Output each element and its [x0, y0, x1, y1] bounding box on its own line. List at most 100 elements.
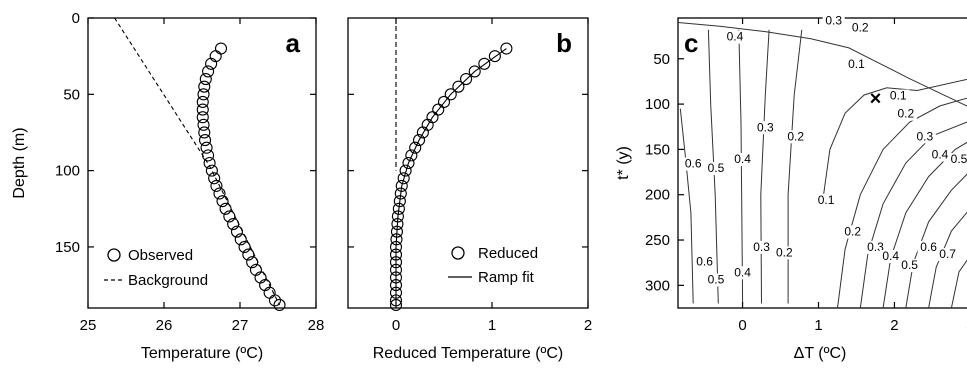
contour-label: 0.7 — [939, 247, 956, 261]
contour-label-bg — [704, 162, 727, 176]
observed-point — [202, 149, 215, 162]
contour-label-bg — [773, 246, 796, 260]
y-tick-label: 100 — [645, 96, 670, 113]
reduced-point — [500, 42, 513, 55]
legend-ramp-label: Ramp fit — [478, 269, 535, 286]
reduced-point — [389, 240, 403, 253]
contour-label-bg — [849, 21, 872, 35]
x-tick-label: 0 — [392, 317, 400, 334]
contour-label: 0.5 — [708, 273, 725, 287]
reduced-point — [460, 73, 473, 86]
contour-label-bg — [754, 121, 777, 135]
panel-b-xlabel: Reduced Temperature (ºC) — [373, 345, 564, 362]
contour-label: 0.5 — [708, 161, 725, 175]
y-tick-label: 0 — [72, 10, 80, 27]
panel-b-legend: Reduced Ramp fit — [448, 245, 538, 286]
contour-label-bg — [815, 193, 838, 207]
observed-point — [205, 164, 218, 177]
observed-point — [227, 218, 240, 231]
reduced-point — [389, 298, 403, 311]
contour-label: 0.4 — [882, 249, 899, 263]
contour-label-bg — [750, 240, 773, 254]
reduced-point — [409, 141, 422, 154]
ramp-fit-line — [395, 48, 507, 305]
observed-point — [230, 225, 244, 238]
contour-label-bg — [913, 130, 936, 144]
reduced-point — [393, 195, 406, 208]
reduced-point — [389, 271, 403, 284]
reduced-point — [412, 134, 426, 147]
y-tick-label: 300 — [645, 277, 670, 294]
contour-label: 0.6 — [696, 254, 713, 268]
x-tick-label: 25 — [80, 317, 97, 334]
reduced-point — [468, 65, 481, 78]
observed-point — [205, 57, 218, 70]
panel-c-marker: × — [870, 88, 882, 110]
panel-c-ylabel: t* (y) — [615, 146, 632, 180]
contour-label-bg — [784, 130, 807, 144]
legend-reduced-label: Reduced — [478, 245, 538, 262]
contour-label-bg — [898, 259, 921, 273]
reduced-point — [389, 256, 403, 269]
reduced-point — [394, 187, 407, 200]
contour-label: 0.4 — [727, 30, 744, 44]
panel-a-ylabel: Depth (m) — [11, 127, 28, 198]
panel-a-xlabel: Temperature (ºC) — [141, 345, 263, 362]
contour-line — [707, 29, 719, 304]
panel-a-points — [196, 42, 286, 311]
y-tick-label: 150 — [55, 239, 80, 256]
contour-label-bg — [822, 14, 845, 28]
observed-point — [196, 111, 209, 124]
contour-label: 0.2 — [852, 21, 869, 35]
contour-label: 0.5 — [951, 152, 967, 166]
reduced-point — [389, 279, 403, 292]
reduced-point — [389, 294, 403, 307]
reduced-point — [478, 57, 491, 70]
contour-line — [678, 22, 967, 107]
panel-c-xlabel: ΔT (ºC) — [794, 345, 847, 362]
x-tick-label: 28 — [308, 317, 325, 334]
observed-point — [213, 187, 226, 200]
observed-point — [197, 118, 210, 131]
contour-label: 0.1 — [818, 193, 835, 207]
reduced-point — [437, 95, 451, 108]
panel-a-frame — [87, 17, 317, 309]
y-tick-label: 50 — [653, 51, 670, 68]
contour-label-bg — [704, 273, 727, 287]
contour-label: 0.4 — [734, 152, 751, 166]
reduced-point — [444, 88, 457, 101]
observed-point — [238, 240, 251, 253]
legend-observed-label: Observed — [128, 247, 193, 264]
reduced-point — [391, 210, 404, 223]
y-tick-label: 100 — [55, 163, 80, 180]
observed-point — [268, 294, 282, 307]
panel-b-ticks: 0 1 2 — [348, 18, 592, 334]
observed-point — [198, 134, 212, 147]
observed-point — [273, 298, 286, 311]
contour-label: 0.2 — [787, 129, 804, 143]
reduced-point — [452, 80, 465, 93]
panel-b: 0 1 2 b Reduced Temperature (ºC) Reduced R… — [347, 17, 592, 362]
contour-line — [950, 259, 967, 308]
observed-point — [198, 80, 211, 93]
contour-label-bg — [936, 248, 959, 262]
reduced-point — [390, 233, 403, 246]
contour-label: 0.1 — [848, 57, 865, 71]
y-tick-label: 250 — [645, 232, 670, 249]
reduced-point — [405, 149, 418, 162]
panel-a-letter: a — [286, 28, 301, 58]
reduced-point — [389, 286, 403, 299]
contour-line — [821, 78, 967, 204]
panel-a: 25 26 27 28 0 50 100 150 a Temperature (ºC) Dep… — [11, 10, 324, 362]
observed-point — [246, 256, 259, 269]
contour-line — [738, 29, 744, 304]
contour-label-bg — [731, 153, 754, 166]
contour-label: 0.2 — [898, 107, 915, 121]
observed-point — [200, 141, 213, 154]
observed-point — [196, 95, 209, 108]
contour-label-bg — [693, 255, 716, 269]
panel-c-letter: c — [684, 28, 698, 58]
observed-point — [216, 195, 229, 208]
legend-background-label: Background — [128, 272, 208, 289]
